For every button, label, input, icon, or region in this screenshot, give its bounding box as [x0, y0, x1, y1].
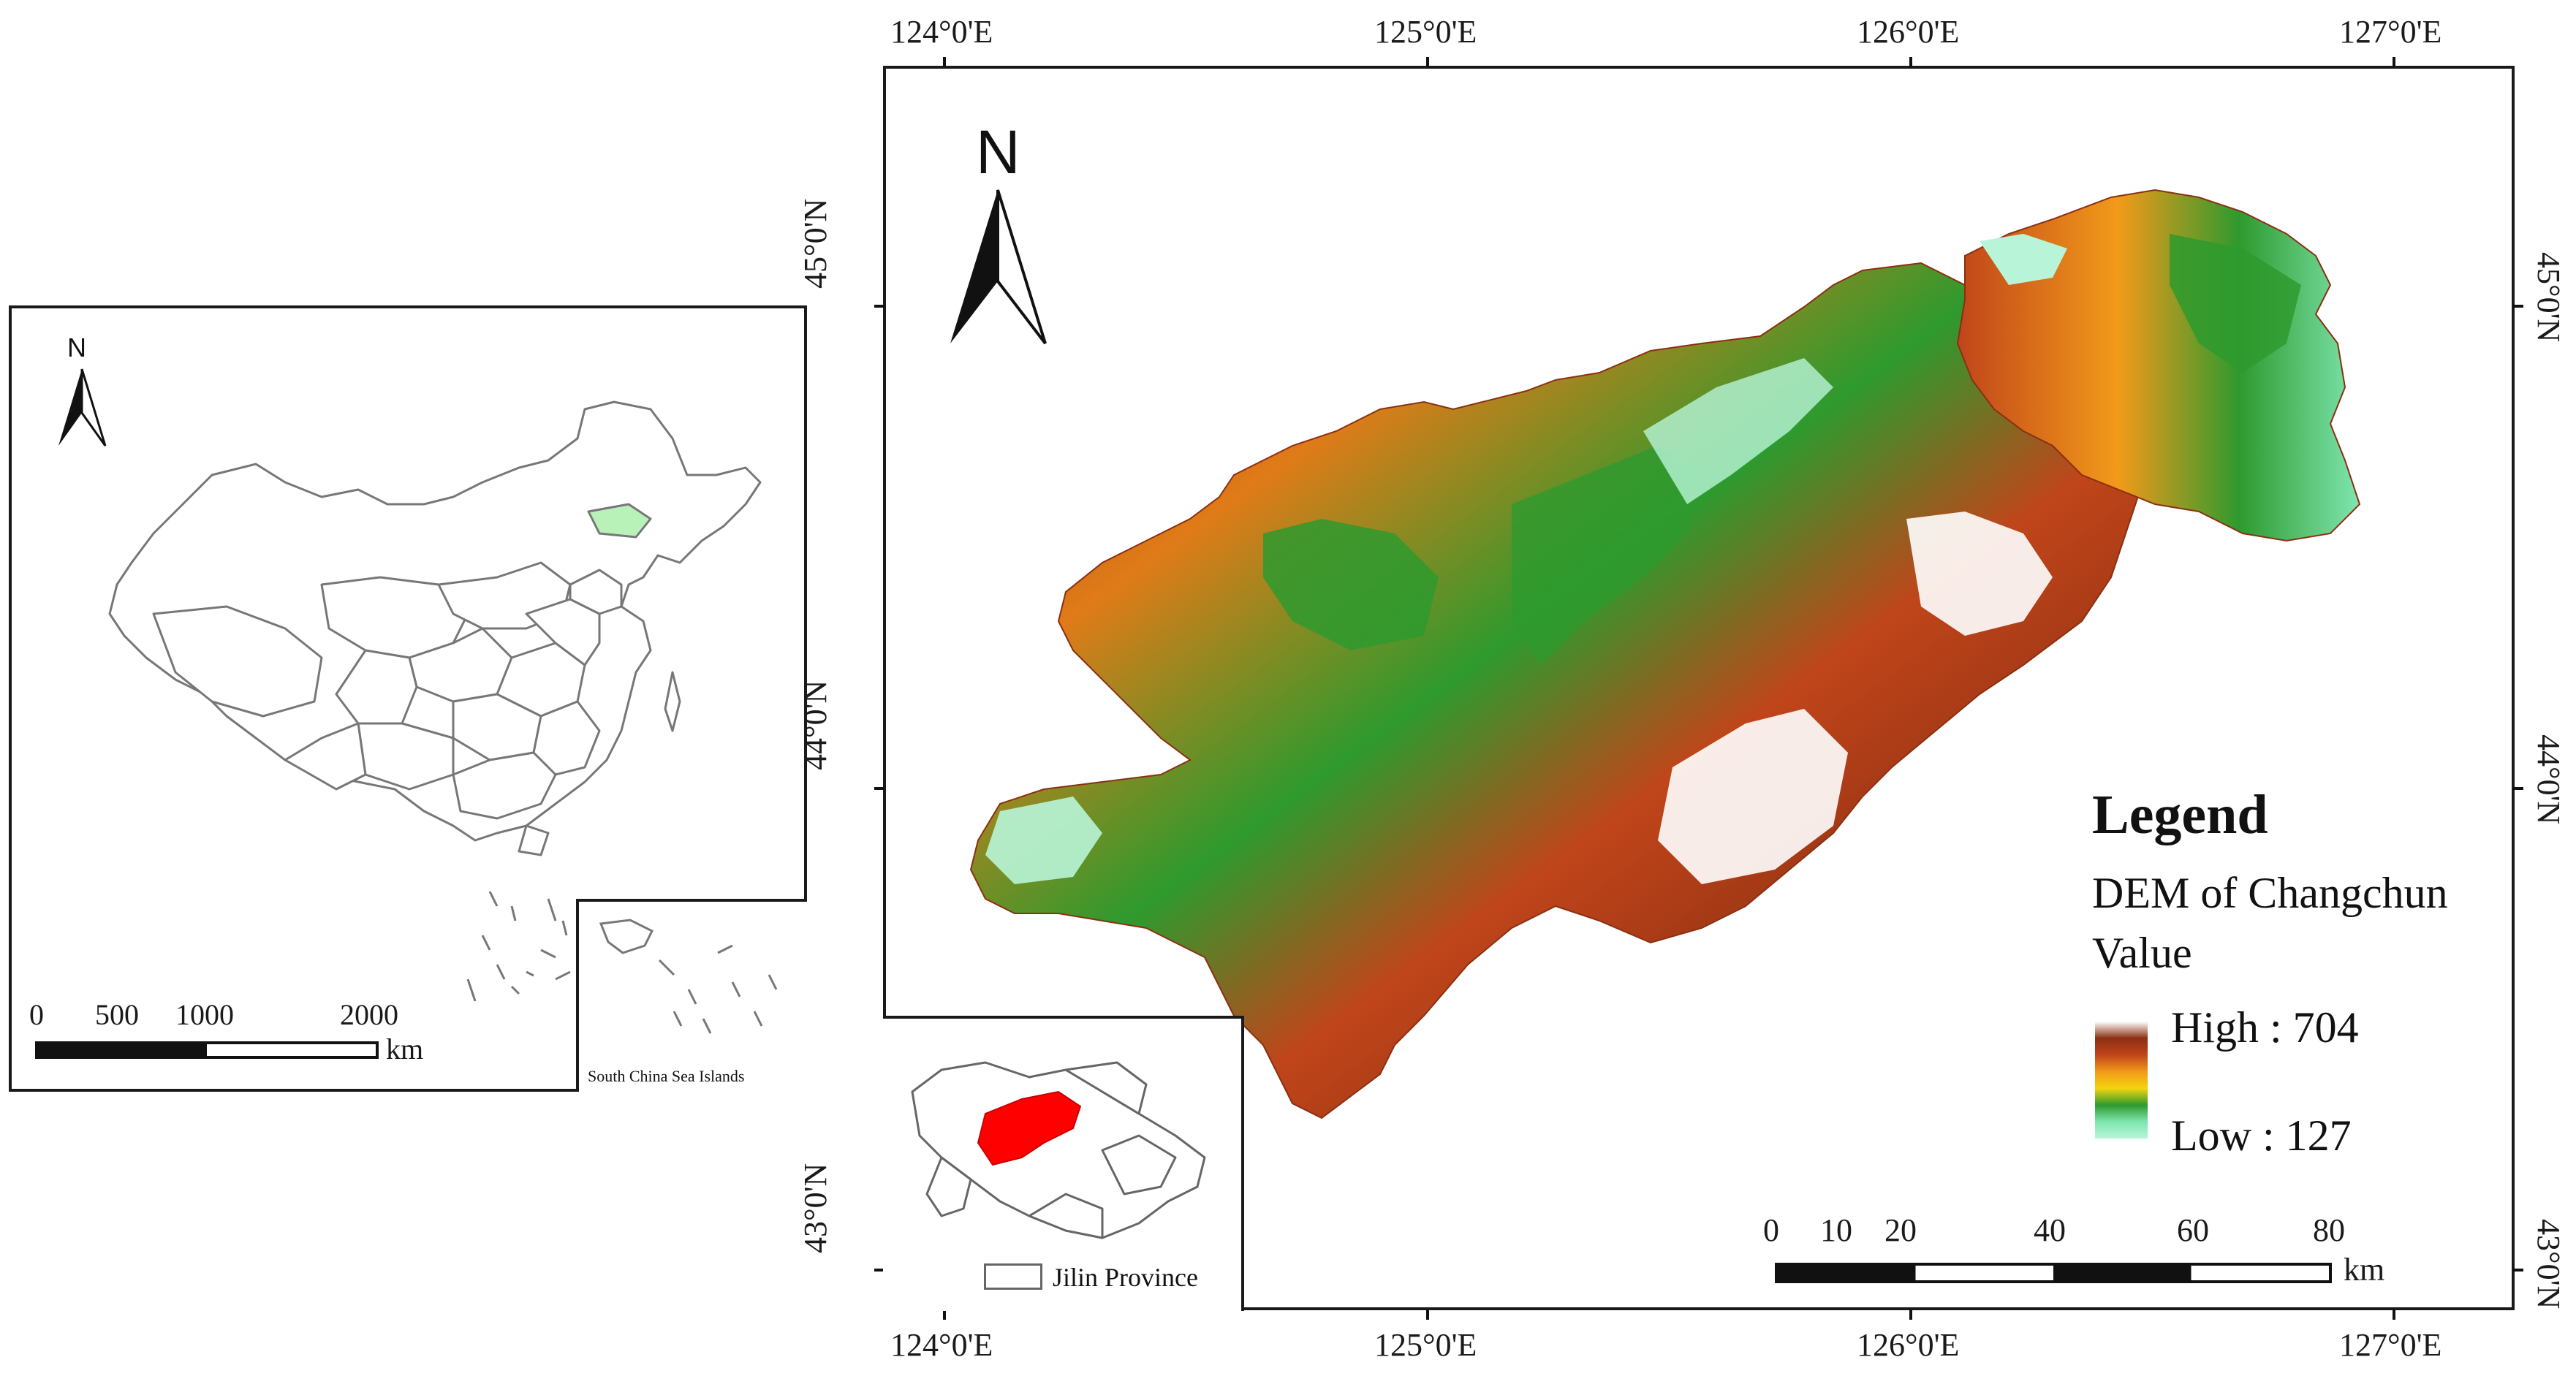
jilin-legend-label: Jilin Province — [1053, 1263, 1198, 1292]
legend-field-name: Value — [2092, 929, 2192, 977]
legend-layer-name: DEM of Changchun — [2092, 869, 2448, 917]
china-outline-map — [108, 400, 762, 1002]
main-scale-tick-20: 20 — [1884, 1212, 1917, 1248]
bottom-axis-label-126: 126°0'E — [1857, 1327, 1960, 1363]
china-scale-tick-0: 0 — [29, 998, 44, 1031]
top-axis-label-127: 127°0'E — [2339, 14, 2442, 50]
top-axis-label-125: 125°0'E — [1374, 14, 1477, 50]
bottom-axis-label-125: 125°0'E — [1374, 1327, 1477, 1363]
bottom-axis-label-127: 127°0'E — [2339, 1327, 2442, 1363]
legend-high-label: High : 704 — [2171, 1003, 2359, 1052]
china-north-label: N — [67, 332, 86, 362]
main-scale-tick-40: 40 — [2034, 1212, 2066, 1248]
south-china-sea-inset: South China Sea Islands — [576, 899, 807, 1092]
top-axis-label-126: 126°0'E — [1857, 14, 1960, 50]
main-scale-unit: km — [2344, 1252, 2385, 1288]
legend-color-ramp — [2095, 1022, 2148, 1139]
main-scale-tick-80: 80 — [2313, 1212, 2345, 1248]
main-scale-bar-graphic — [1775, 1263, 2332, 1283]
jilin-province-map — [911, 1061, 1206, 1239]
main-scale-tick-10: 10 — [1820, 1212, 1852, 1248]
changchun-dem-map — [969, 189, 2361, 1120]
china-north-arrow-icon — [58, 368, 107, 446]
legend-low-label: Low : 127 — [2171, 1111, 2352, 1160]
legend-title: Legend — [2092, 784, 2268, 845]
china-scale-bar-graphic — [35, 1041, 379, 1059]
south-china-sea-islands-map — [599, 919, 778, 1034]
main-scale-tick-60: 60 — [2177, 1212, 2209, 1248]
bottom-axis-label-124: 124°0'E — [890, 1327, 993, 1363]
main-north-arrow-icon — [950, 189, 1047, 345]
jilin-legend-swatch — [984, 1263, 1042, 1290]
china-scale-tick-500: 500 — [95, 998, 139, 1031]
top-axis-label-124: 124°0'E — [890, 14, 993, 50]
main-north-label: N — [976, 118, 1020, 186]
south-china-sea-label: South China Sea Islands — [588, 1067, 745, 1085]
jilin-inset-panel: Jilin Province — [883, 1016, 1244, 1311]
china-scale-unit: km — [386, 1033, 424, 1065]
china-scale-tick-1000: 1000 — [175, 998, 234, 1031]
main-scale-tick-0: 0 — [1763, 1212, 1779, 1248]
china-scale-tick-2000: 2000 — [340, 998, 398, 1031]
